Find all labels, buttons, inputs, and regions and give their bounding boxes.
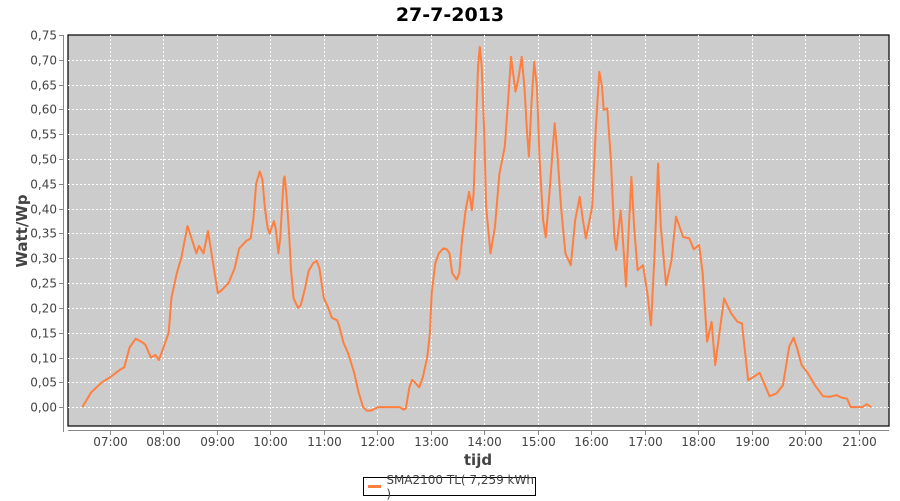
- x-tick-label: 10:00: [253, 435, 288, 449]
- x-ticks: 07:00 08:00 09:00 10:00 11:00 12:00 13:00 14:00…: [93, 431, 877, 449]
- legend: SMA2100 TL( 7,259 kWh ): [363, 473, 536, 501]
- y-tick-label: 0,65: [30, 79, 57, 93]
- y-tick-label: 0,60: [30, 103, 57, 117]
- y-tick-label: 0,00: [30, 401, 57, 415]
- y-tick-label: 0,55: [30, 128, 57, 142]
- y-tick-label: 0,50: [30, 153, 57, 167]
- x-tick-label: 07:00: [93, 435, 128, 449]
- y-tick-label: 0,45: [30, 178, 57, 192]
- y-tick-label: 0,35: [30, 227, 57, 241]
- y-tick-label: 0,05: [30, 376, 57, 390]
- y-ticks: 0,00 0,05 0,10 0,15 0,20 0,25 0,30 0,35 0,40 0,45…: [30, 29, 63, 415]
- y-tick-label: 0,30: [30, 252, 57, 266]
- x-tick-label: 14:00: [467, 435, 502, 449]
- x-tick-label: 11:00: [307, 435, 342, 449]
- y-tick-label: 0,10: [30, 352, 57, 366]
- y-tick-label: 0,15: [30, 327, 57, 341]
- plot-area: [67, 34, 890, 427]
- x-tick-label: 17:00: [628, 435, 663, 449]
- x-tick-label: 12:00: [360, 435, 395, 449]
- x-tick-label: 13:00: [414, 435, 449, 449]
- series-line: [81, 45, 872, 412]
- x-tick-label: 08:00: [146, 435, 181, 449]
- x-axis-label: tijd: [464, 451, 492, 469]
- grid: [68, 35, 889, 426]
- chart-title: 27-7-2013: [396, 4, 504, 26]
- x-tick-label: 16:00: [574, 435, 609, 449]
- legend-label: SMA2100 TL( 7,259 kWh ): [386, 472, 534, 501]
- x-tick-label: 18:00: [681, 435, 716, 449]
- y-axis-label: Watt/Wp: [13, 194, 31, 267]
- y-tick-label: 0,70: [30, 54, 57, 68]
- x-tick-label: 15:00: [521, 435, 556, 449]
- x-tick-label: 09:00: [200, 435, 235, 449]
- y-tick-label: 0,20: [30, 302, 57, 316]
- legend-swatch: [368, 485, 382, 488]
- y-tick-label: 0,75: [30, 29, 57, 43]
- x-tick-label: 21:00: [842, 435, 877, 449]
- y-tick-label: 0,40: [30, 203, 57, 217]
- y-tick-label: 0,25: [30, 277, 57, 291]
- x-tick-label: 20:00: [788, 435, 823, 449]
- x-tick-label: 19:00: [735, 435, 770, 449]
